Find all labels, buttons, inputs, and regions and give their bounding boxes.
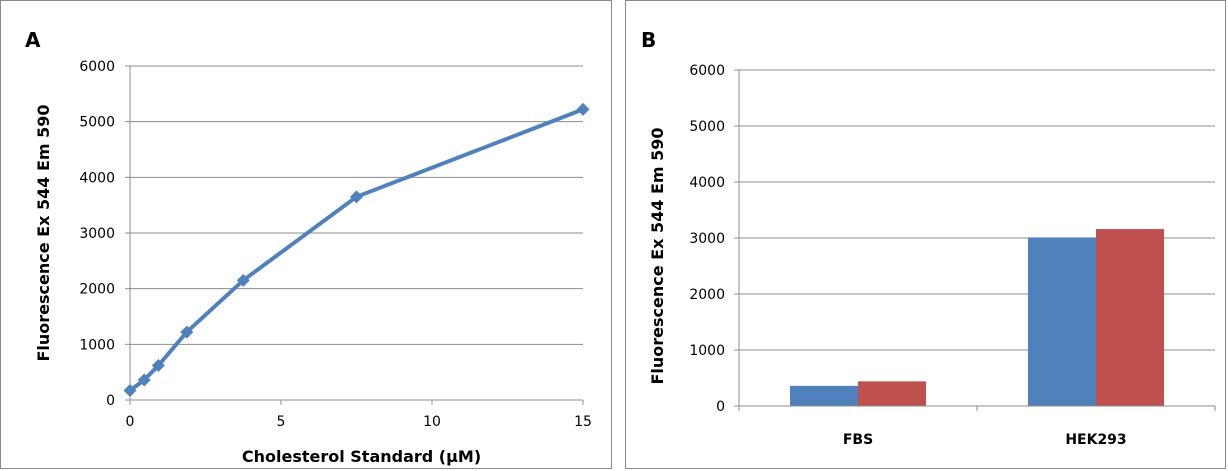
y-tick-label: 3000 <box>79 226 115 242</box>
panel-letter: B <box>641 28 656 52</box>
bar <box>858 381 926 406</box>
y-tick-label: 4000 <box>79 170 115 186</box>
data-point <box>123 384 137 398</box>
bar <box>1096 229 1164 406</box>
x-tick-label: 5 <box>277 414 286 430</box>
y-tick-label: 4000 <box>689 175 725 191</box>
y-tick-label: 5000 <box>689 119 725 135</box>
y-tick-label: 6000 <box>689 63 725 79</box>
x-axis-title: Cholesterol Standard (µM) <box>242 447 481 466</box>
category-label: HEK293 <box>1065 432 1126 448</box>
y-tick-label: 1000 <box>79 337 115 353</box>
bar <box>790 385 858 406</box>
data-point <box>576 102 590 116</box>
data-point <box>137 373 151 387</box>
y-tick-label: 2000 <box>689 287 725 303</box>
category-label: FBS <box>843 432 873 448</box>
x-tick-label: 15 <box>574 414 592 430</box>
y-tick-label: 0 <box>716 399 725 415</box>
bar-chart: B 0 1000 2000 3000 4000 5000 6000 FBS HEK293 Flu… <box>641 28 1216 448</box>
data-point <box>350 190 363 204</box>
data-point <box>236 273 250 287</box>
y-tick-label: 1000 <box>689 343 725 359</box>
y-tick-label: 2000 <box>79 282 115 298</box>
bar <box>1028 237 1096 406</box>
series-line <box>128 107 584 393</box>
data-point <box>180 325 194 339</box>
y-tick-label: 6000 <box>79 59 115 75</box>
y-tick-label: 0 <box>106 393 115 409</box>
data-point <box>151 358 165 372</box>
x-tick-label: 10 <box>423 414 441 430</box>
line-chart: A 0 1000 2000 3000 4000 5000 6000 0 5 10 15 Choles… <box>25 28 592 466</box>
y-axis-title: Fluorescence Ex 544 Em 590 <box>34 104 53 361</box>
y-tick-label: 5000 <box>79 115 115 131</box>
chart-panel-a: A 0 1000 2000 3000 4000 5000 6000 0 5 10 15 Choles… <box>0 0 612 469</box>
y-axis-title: Fluorescence Ex 544 Em 590 <box>648 127 667 384</box>
chart-panel-b: B 0 1000 2000 3000 4000 5000 6000 FBS HEK293 Flu… <box>625 0 1226 469</box>
y-tick-label: 3000 <box>689 231 725 247</box>
x-tick-label: 0 <box>126 414 135 430</box>
panel-letter: A <box>25 28 41 52</box>
